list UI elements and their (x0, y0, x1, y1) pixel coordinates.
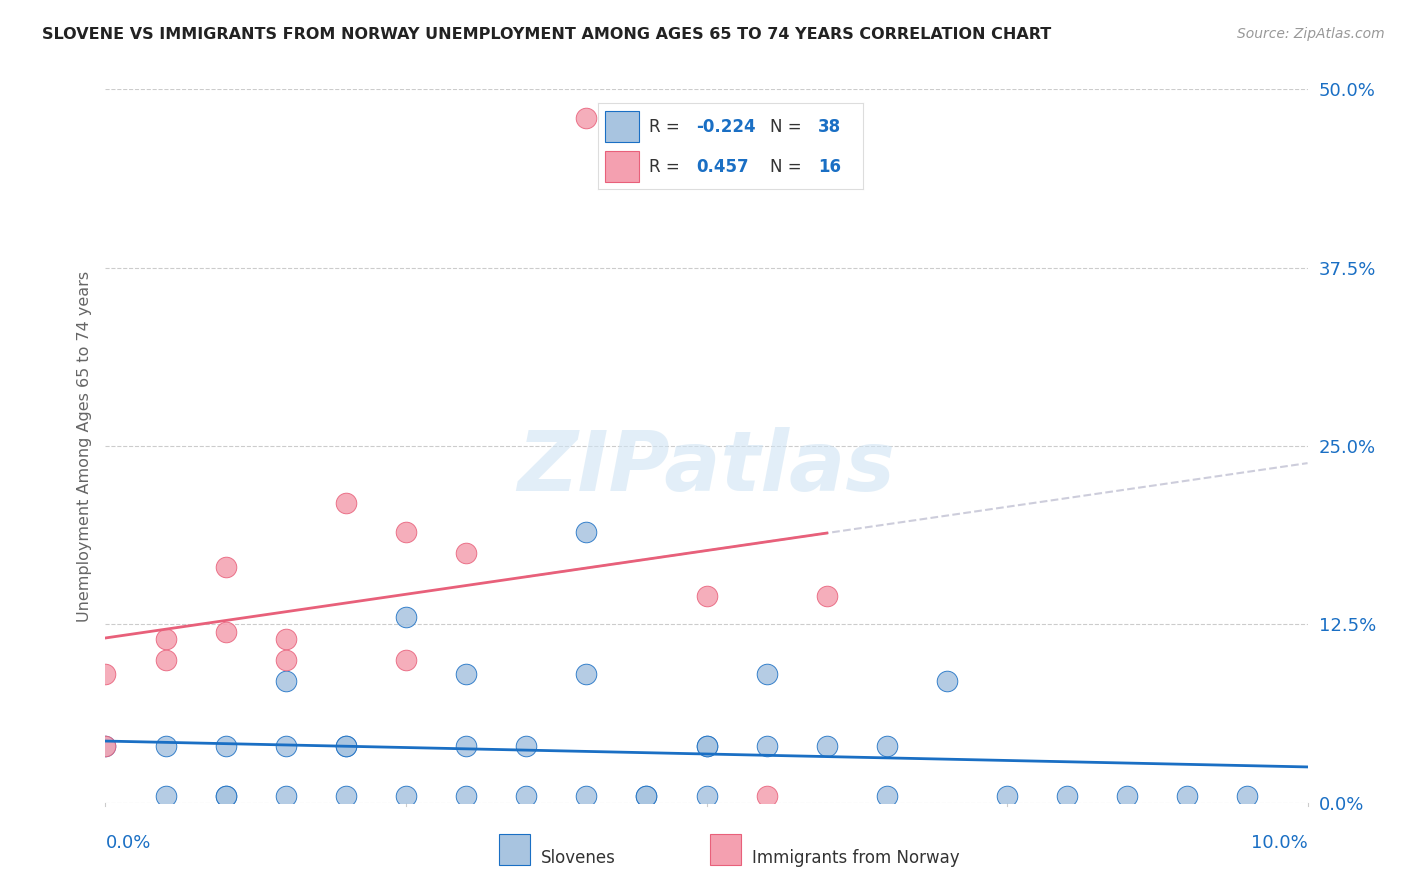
Text: Immigrants from Norway: Immigrants from Norway (752, 849, 960, 867)
Point (335, 739, 357, 753)
Point (214, 789, 236, 803)
Point (515, 739, 537, 753)
Text: 0.0%: 0.0% (105, 834, 150, 852)
Point (636, 789, 658, 803)
Point (274, 632, 297, 646)
Point (395, 653, 418, 667)
Point (155, 653, 177, 667)
Point (274, 739, 297, 753)
Point (696, 739, 718, 753)
Point (214, 739, 236, 753)
Point (1175, 789, 1198, 803)
Point (876, 789, 898, 803)
Point (696, 589, 718, 603)
Text: Source: ZipAtlas.com: Source: ZipAtlas.com (1237, 27, 1385, 41)
Point (1236, 789, 1258, 803)
Text: SLOVENE VS IMMIGRANTS FROM NORWAY UNEMPLOYMENT AMONG AGES 65 TO 74 YEARS CORRELA: SLOVENE VS IMMIGRANTS FROM NORWAY UNEMPL… (42, 27, 1052, 42)
Point (214, 560, 236, 574)
Point (575, 111, 598, 125)
Point (94, 739, 117, 753)
Point (755, 789, 778, 803)
Point (94, 667, 117, 681)
Point (696, 739, 718, 753)
Point (454, 546, 477, 560)
Text: 10.0%: 10.0% (1251, 834, 1308, 852)
Point (815, 739, 838, 753)
Point (395, 524, 418, 539)
Point (696, 789, 718, 803)
Point (575, 789, 598, 803)
Point (575, 524, 598, 539)
Point (274, 653, 297, 667)
Point (335, 789, 357, 803)
Point (155, 739, 177, 753)
Point (335, 496, 357, 510)
Point (575, 667, 598, 681)
Point (636, 789, 658, 803)
Point (395, 789, 418, 803)
Point (155, 789, 177, 803)
Point (274, 674, 297, 689)
Point (454, 789, 477, 803)
Point (214, 624, 236, 639)
Point (936, 674, 959, 689)
Point (876, 739, 898, 753)
Text: ZIPatlas: ZIPatlas (517, 427, 896, 508)
Point (454, 739, 477, 753)
Point (755, 667, 778, 681)
Point (274, 789, 297, 803)
Y-axis label: Unemployment Among Ages 65 to 74 years: Unemployment Among Ages 65 to 74 years (76, 270, 91, 622)
Point (995, 789, 1018, 803)
Point (214, 789, 236, 803)
Point (155, 632, 177, 646)
Point (755, 739, 778, 753)
Point (515, 789, 537, 803)
Point (395, 610, 418, 624)
Point (94, 739, 117, 753)
Point (815, 589, 838, 603)
Point (1056, 789, 1078, 803)
Point (454, 667, 477, 681)
Point (335, 739, 357, 753)
Text: Slovenes: Slovenes (541, 849, 616, 867)
Point (1116, 789, 1139, 803)
